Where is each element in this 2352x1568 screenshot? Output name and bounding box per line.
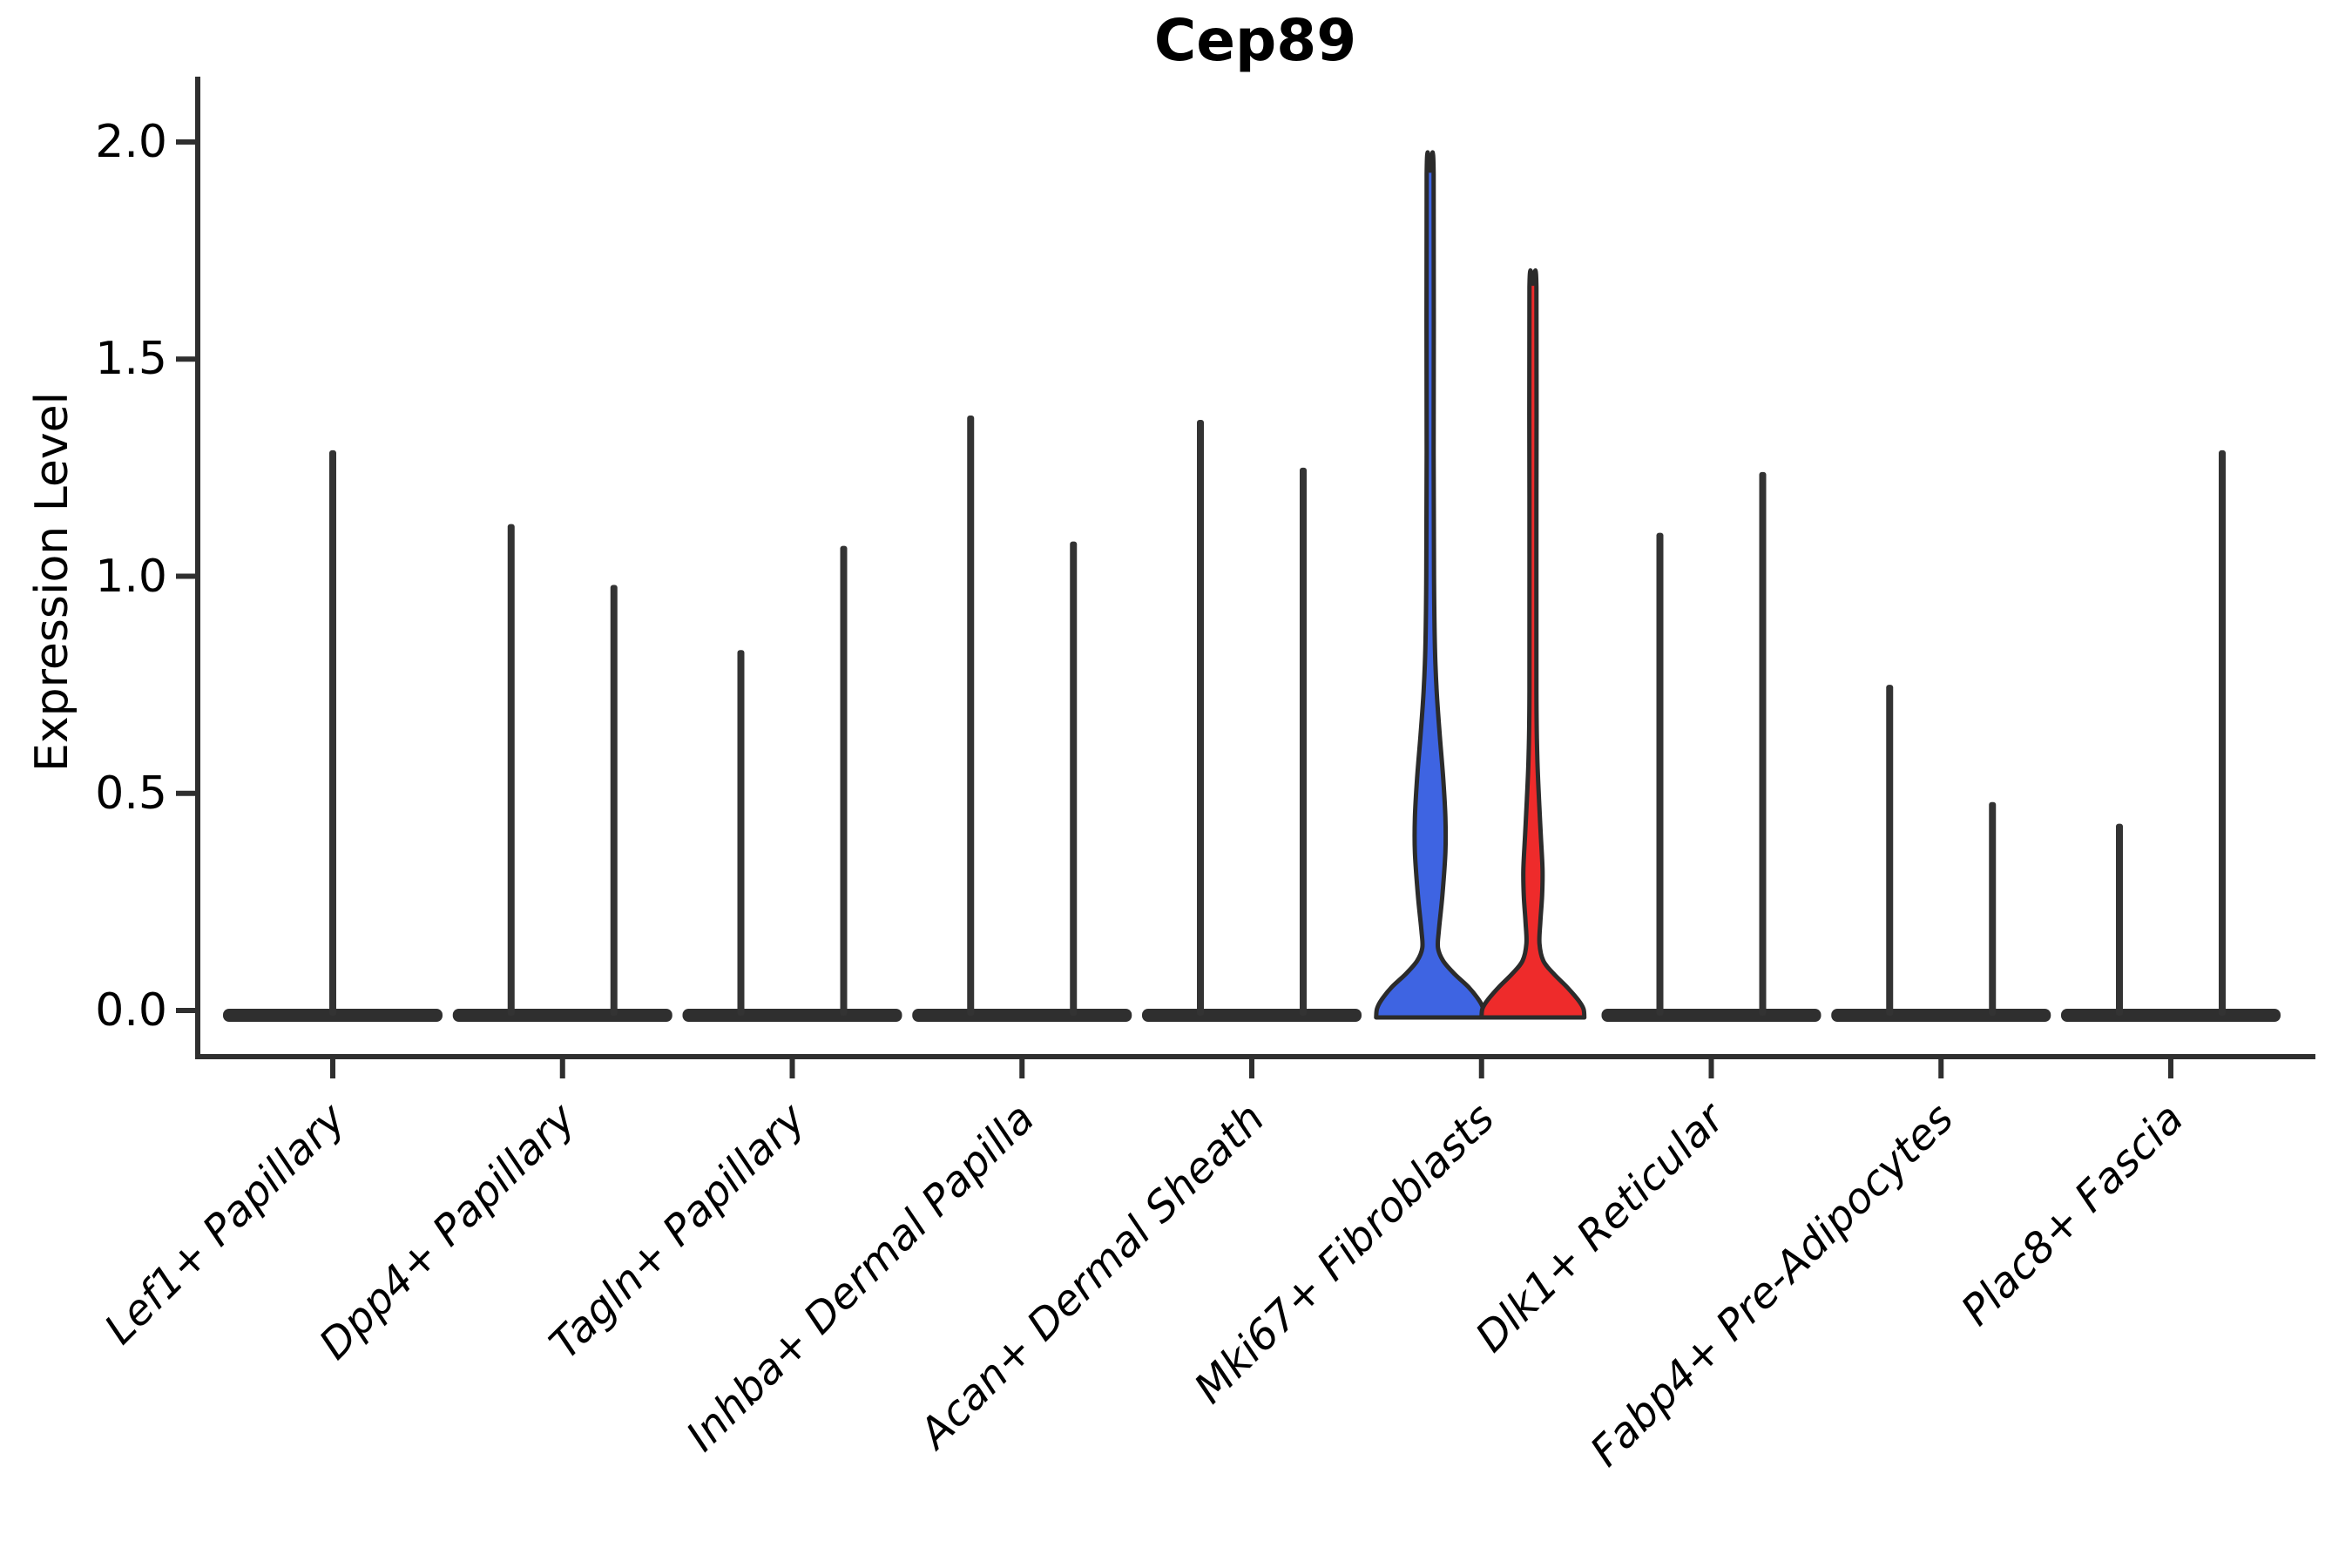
x-tick-mark xyxy=(2168,1059,2173,1078)
x-tick-mark xyxy=(330,1059,335,1078)
y-tick-mark xyxy=(176,1008,195,1013)
x-tick-mark xyxy=(1478,1059,1484,1078)
y-tick-label: 2.0 xyxy=(95,116,167,168)
plot-title: Cep89 xyxy=(1153,7,1357,74)
y-tick-mark xyxy=(176,573,195,579)
y-tick-label: 1.5 xyxy=(95,333,167,386)
violin-density-tail xyxy=(610,585,618,1016)
x-axis-spine xyxy=(195,1054,2315,1059)
x-tick-mark xyxy=(1938,1059,1944,1078)
violin-density-tail xyxy=(2219,449,2226,1016)
violin-density-tail xyxy=(2116,823,2123,1016)
x-tick-mark xyxy=(1249,1059,1254,1078)
violin-density-tail xyxy=(507,524,515,1016)
violin-density-tail xyxy=(1197,420,1204,1016)
violin-density-tail xyxy=(840,545,848,1016)
violin-density-tail xyxy=(1886,685,1894,1016)
violin-density-tail xyxy=(329,449,336,1016)
y-tick-label: 0.5 xyxy=(95,767,167,820)
y-axis-spine xyxy=(195,77,200,1059)
violin-density-tail xyxy=(1759,471,1767,1016)
flat-violin-bar xyxy=(1831,1009,2051,1022)
highlighted-violin-left xyxy=(1374,150,1487,1020)
violin-density-tail xyxy=(737,650,745,1016)
flat-violin-bar xyxy=(912,1009,1132,1022)
violin-density-tail xyxy=(1300,467,1307,1016)
x-tick-mark xyxy=(1019,1059,1025,1078)
x-tick-mark xyxy=(789,1059,795,1078)
x-tick-mark xyxy=(559,1059,565,1078)
violin-density-tail xyxy=(967,416,975,1016)
violin-density-tail xyxy=(1070,541,1078,1016)
flat-violin-bar xyxy=(2061,1009,2281,1022)
violin-density-tail xyxy=(1989,801,1997,1016)
violin-density-tail xyxy=(1656,532,1664,1016)
y-tick-label: 1.0 xyxy=(95,550,167,603)
highlighted-violin-right xyxy=(1479,268,1587,1020)
flat-violin-bar xyxy=(1601,1009,1821,1022)
y-tick-mark xyxy=(176,790,195,796)
y-tick-mark xyxy=(176,139,195,145)
y-tick-mark xyxy=(176,356,195,362)
x-tick-mark xyxy=(1708,1059,1714,1078)
flat-violin-bar xyxy=(682,1009,902,1022)
y-tick-label: 0.0 xyxy=(95,984,167,1037)
flat-violin-bar xyxy=(1142,1009,1362,1022)
flat-violin-bar xyxy=(452,1009,672,1022)
